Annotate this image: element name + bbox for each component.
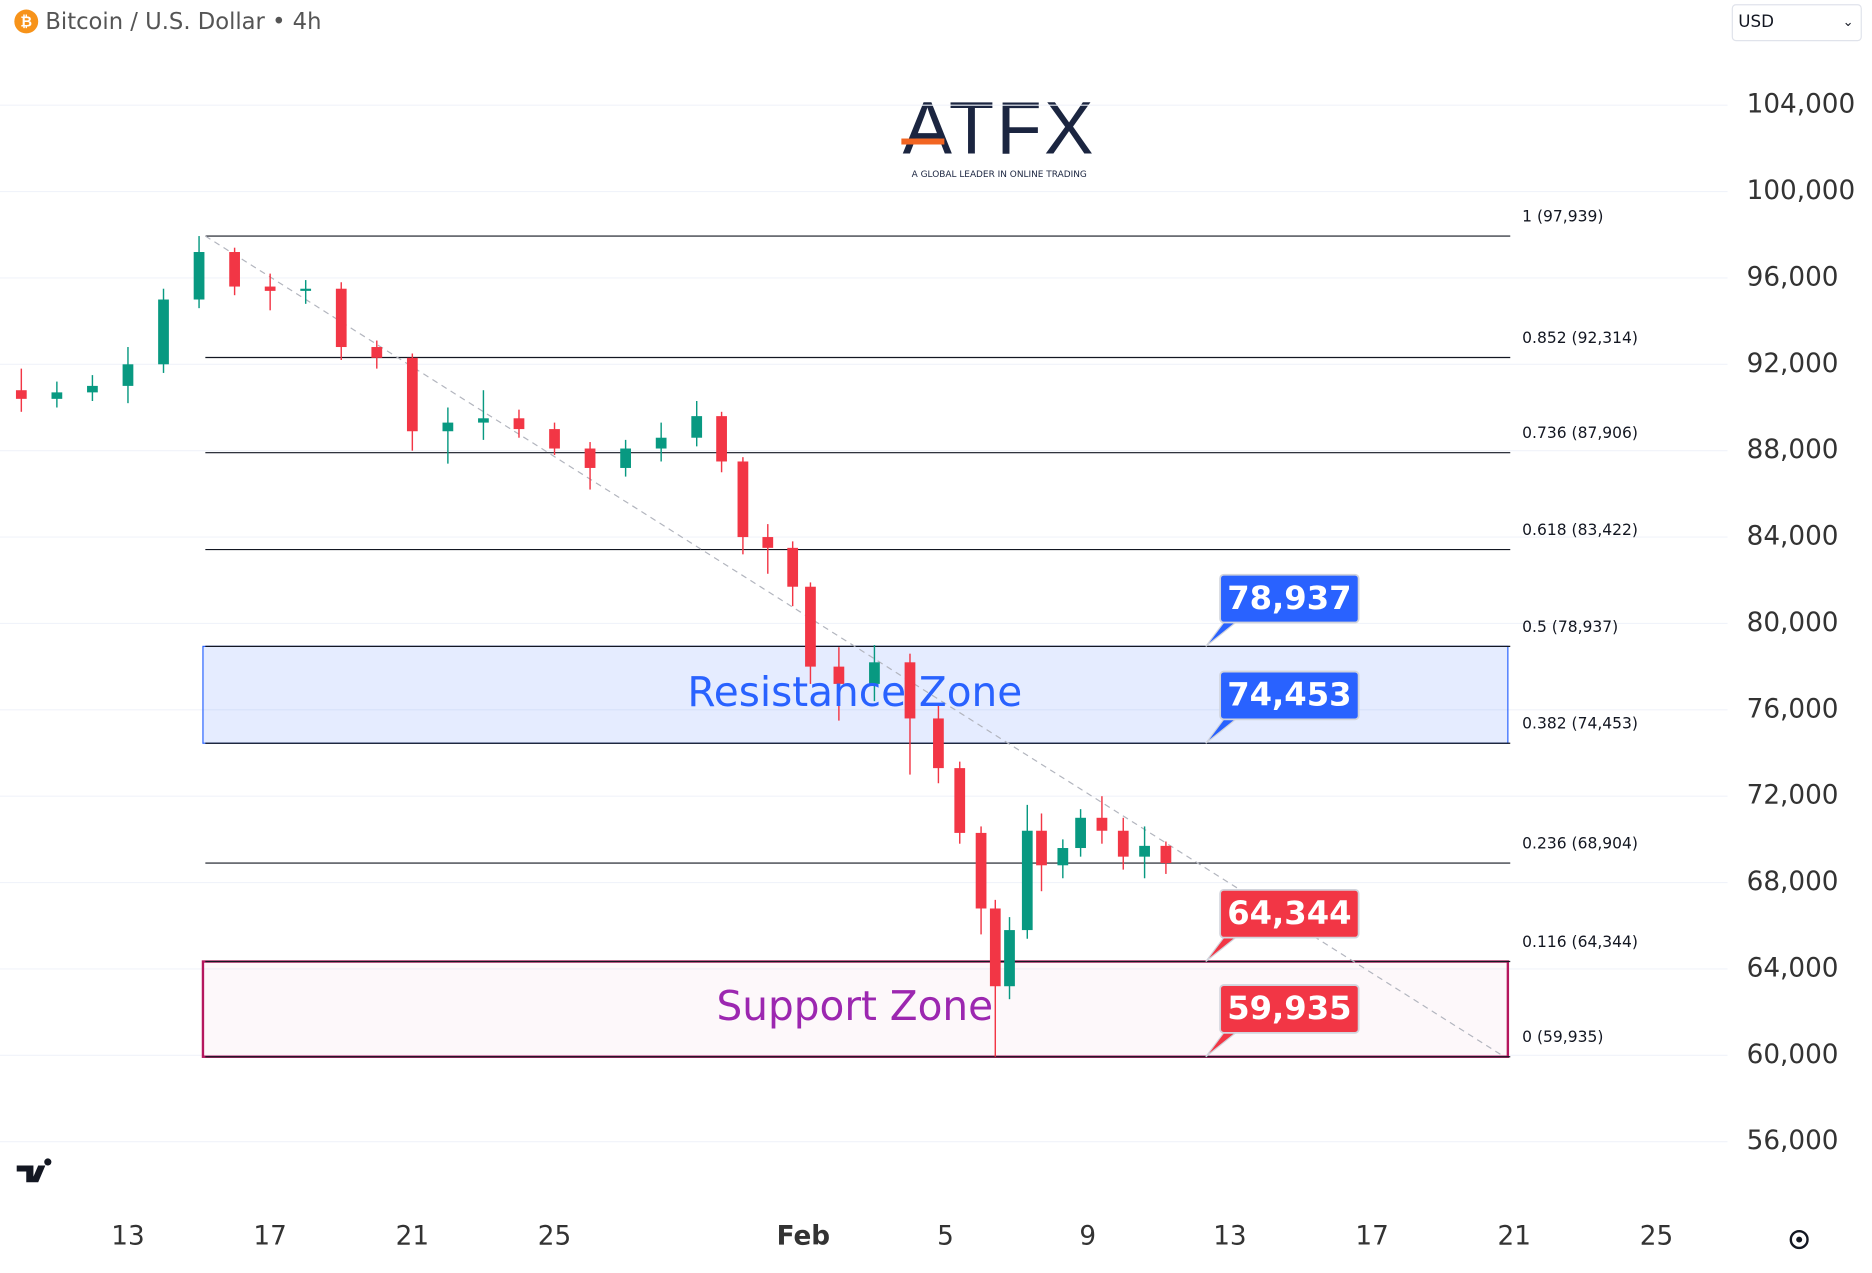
y-tick-label: 68,000 (1747, 867, 1839, 897)
candle-body (954, 768, 966, 833)
candle-body (584, 448, 596, 468)
dropdown-arrow: ⌄ (1843, 15, 1854, 30)
x-tick-label: 25 (538, 1222, 571, 1252)
y-tick-label: 100,000 (1747, 176, 1856, 206)
x-tick-label: 13 (1213, 1222, 1246, 1252)
x-tick-label: 25 (1640, 1222, 1673, 1252)
logo-tagline: A GLOBAL LEADER IN ONLINE TRADING (912, 170, 1087, 180)
candle-body (371, 347, 383, 358)
candle-body (122, 364, 134, 386)
candle-body (264, 286, 276, 291)
callout-box (1219, 984, 1360, 1034)
settings-icon-center (1796, 1236, 1803, 1243)
candle-body (442, 422, 454, 432)
fib-label: 0.236 (68,904) (1522, 834, 1638, 852)
candle-body (229, 252, 240, 287)
fib-label: 0.382 (74,453) (1522, 715, 1638, 733)
y-tick-label: 60,000 (1747, 1040, 1839, 1070)
y-tick-label: 92,000 (1747, 349, 1839, 379)
fib-label: 0.618 (83,422) (1522, 521, 1638, 539)
candle-body (1139, 845, 1150, 857)
y-tick-label: 76,000 (1747, 694, 1839, 724)
callout-label: 78,937 (1227, 579, 1351, 617)
zone-title: Support Zone (717, 982, 994, 1030)
settings-icon[interactable] (1789, 1230, 1809, 1250)
x-tick-label: Feb (777, 1222, 830, 1252)
candle-body (1057, 848, 1069, 866)
candle-body (300, 288, 312, 291)
y-tick-label: 84,000 (1747, 522, 1839, 552)
candle-body (158, 299, 169, 365)
candle-body (975, 832, 987, 909)
candle-body (620, 448, 631, 468)
candle-body (1096, 817, 1108, 831)
currency-select[interactable] (1731, 4, 1862, 42)
y-tick-label: 72,000 (1747, 781, 1839, 811)
callout-label: 74,453 (1227, 676, 1351, 714)
fib-label: 0 (59,935) (1522, 1028, 1603, 1046)
x-tick-label: 21 (1498, 1222, 1531, 1252)
symbol-title: Bitcoin / U.S. Dollar • 4h (45, 9, 321, 35)
candle-body (193, 252, 205, 300)
bitcoin-icon (14, 9, 39, 34)
candle-body (805, 586, 816, 667)
zone-title: Resistance Zone (687, 668, 1022, 716)
candle-body (762, 537, 774, 548)
candle-body (737, 461, 749, 538)
candle-body (1004, 930, 1015, 987)
candle-body (933, 718, 944, 769)
candle-body (335, 288, 347, 348)
candle-body (1117, 830, 1129, 857)
callout-box (1219, 573, 1360, 624)
fib-label: 0.5 (78,937) (1522, 618, 1618, 636)
logo: ATFX (903, 86, 1096, 169)
callout-box (1219, 670, 1360, 721)
candle-body (869, 662, 880, 684)
x-tick-label: 21 (396, 1222, 429, 1252)
candle-body (1036, 830, 1047, 866)
candle-body (15, 390, 27, 399)
x-tick-label: 5 (937, 1222, 954, 1252)
candle-body (1075, 817, 1086, 849)
candle-body (51, 392, 63, 399)
candle-body (904, 662, 916, 719)
callout-label: 59,935 (1227, 989, 1351, 1027)
y-tick-label: 64,000 (1747, 953, 1839, 983)
y-tick-label: 96,000 (1747, 262, 1839, 292)
bitcoin-symbol: ₿ (20, 15, 32, 31)
candle-body (478, 418, 489, 423)
y-tick-label: 104,000 (1747, 90, 1856, 120)
candle-body (655, 437, 667, 449)
callout-label: 64,344 (1227, 894, 1351, 932)
candle-body (87, 385, 98, 393)
fib-label: 0.852 (92,314) (1522, 329, 1638, 347)
y-tick-label: 56,000 (1747, 1126, 1839, 1156)
fib-label: 1 (97,939) (1522, 207, 1603, 225)
logo-accent (901, 138, 945, 145)
candle-body (1160, 845, 1172, 864)
tradingview-logo (16, 1158, 52, 1183)
fib-label: 0.736 (87,906) (1522, 424, 1638, 442)
candle-body (406, 357, 418, 432)
candle-body (1021, 830, 1033, 931)
x-tick-label: 9 (1079, 1222, 1096, 1252)
callout-box (1219, 888, 1360, 939)
x-tick-label: 17 (1355, 1222, 1388, 1252)
currency-label: USD (1738, 11, 1774, 31)
y-tick-label: 88,000 (1747, 435, 1839, 465)
fib-label: 0.116 (64,344) (1522, 933, 1638, 951)
candle-body (716, 416, 727, 462)
candle-body (691, 416, 703, 438)
y-tick-label: 80,000 (1747, 608, 1839, 638)
candle-body (513, 418, 525, 430)
x-tick-label: 17 (253, 1222, 286, 1252)
candle-body (833, 666, 845, 684)
candle-body (549, 429, 560, 449)
candle-body (989, 908, 1001, 987)
candle-body (787, 547, 799, 587)
x-tick-label: 13 (111, 1222, 144, 1252)
